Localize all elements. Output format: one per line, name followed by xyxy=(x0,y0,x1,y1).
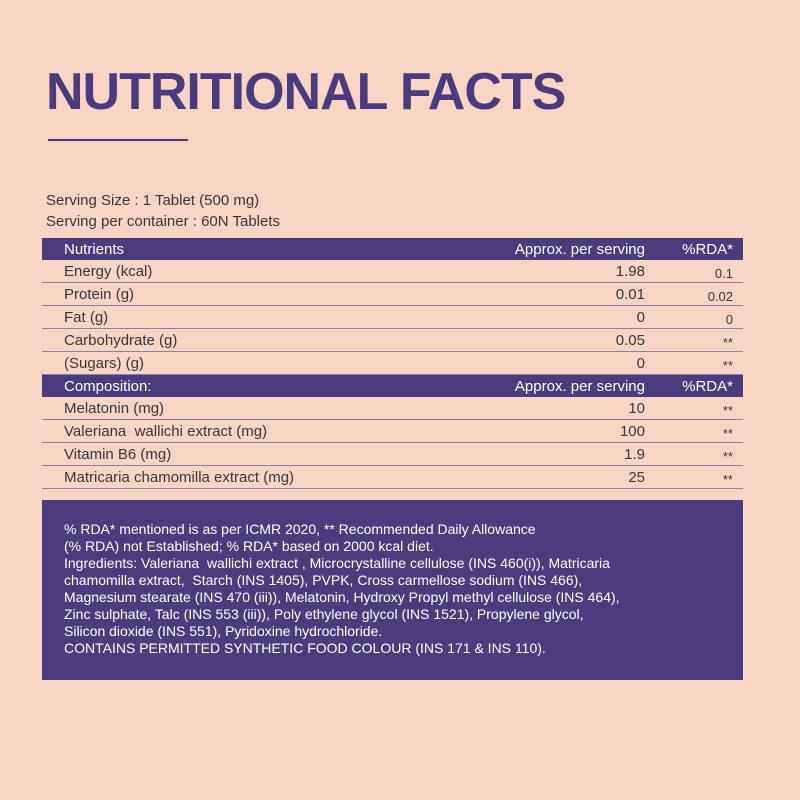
footer-line: CONTAINS PERMITTED SYNTHETIC FOOD COLOUR… xyxy=(64,640,546,656)
table-cell: 0.05 xyxy=(615,332,645,349)
header-cell: Approx. per serving xyxy=(514,378,645,395)
table-cell: ** xyxy=(722,358,733,373)
footer-line: % RDA* mentioned is as per ICMR 2020, **… xyxy=(64,521,536,537)
table-cell: Valeriana wallichi extract (mg) xyxy=(64,423,268,440)
section-header: Nutrients Approx. per serving %RDA* xyxy=(42,238,743,260)
footer-line: Zinc sulphate, Talc (INS 553 (iii)), Pol… xyxy=(64,606,584,622)
footer-line: Magnesium stearate (INS 470 (iii)), Mela… xyxy=(64,589,620,605)
table-cell: Fat (g) xyxy=(64,309,109,326)
footer-line: Silicon dioxide (INS 551), Pyridoxine hy… xyxy=(64,623,383,639)
table-cell: 1.98 xyxy=(615,263,645,280)
table-cell: ** xyxy=(722,426,733,441)
table-cell: ** xyxy=(722,335,733,350)
table-cell: ** xyxy=(722,472,733,487)
table-cell: Energy (kcal) xyxy=(64,263,153,280)
title: NUTRITIONAL FACTS xyxy=(46,63,566,121)
table-cell: ** xyxy=(722,449,733,464)
section-header: Composition: Approx. per serving %RDA* xyxy=(42,375,743,397)
table-row: Protein (g) 0.01 0.02 xyxy=(42,283,743,306)
title-underline xyxy=(48,139,188,141)
table-cell: 0.01 xyxy=(615,286,645,303)
table-cell: 0.1 xyxy=(714,266,733,281)
serving-line: Serving per container : 60N Tablets xyxy=(46,213,281,230)
table-row: Vitamin B6 (mg) 1.9 ** xyxy=(42,443,743,466)
table-cell: 10 xyxy=(628,400,645,417)
table-cell: 0 xyxy=(636,309,645,326)
header-cell: %RDA* xyxy=(682,241,733,258)
footer-line: Ingredients: Valeriana wallichi extract … xyxy=(64,555,610,571)
header-cell: Approx. per serving xyxy=(514,241,645,258)
serving-line: Serving Size : 1 Tablet (500 mg) xyxy=(46,192,260,209)
table-cell: Vitamin B6 (mg) xyxy=(64,446,172,463)
table-cell: ** xyxy=(722,403,733,418)
footer-notes: % RDA* mentioned is as per ICMR 2020, **… xyxy=(42,500,743,680)
header-cell: %RDA* xyxy=(682,378,733,395)
table-cell: 1.9 xyxy=(624,446,645,463)
table-cell: Matricaria chamomilla extract (mg) xyxy=(64,469,295,486)
header-cell: Nutrients xyxy=(64,241,125,258)
table-cell: Melatonin (mg) xyxy=(64,400,165,417)
table-cell: 25 xyxy=(628,469,645,486)
table-row: Fat (g) 0 0 xyxy=(42,306,743,329)
table-cell: (Sugars) (g) xyxy=(64,355,145,372)
table-cell: 0.02 xyxy=(707,289,733,304)
nutrition-table: Nutrients Approx. per serving %RDA* Energy … xyxy=(42,238,743,489)
table-cell: Protein (g) xyxy=(64,286,135,303)
table-cell: 0 xyxy=(636,355,645,372)
table-row: Melatonin (mg) 10 ** xyxy=(42,397,743,420)
footer-line: chamomilla extract, Starch (INS 1405), P… xyxy=(64,572,583,588)
footer-line: (% RDA) not Established; % RDA* based on… xyxy=(64,538,434,554)
table-row: Energy (kcal) 1.98 0.1 xyxy=(42,260,743,283)
table-row: Valeriana wallichi extract (mg) 100 ** xyxy=(42,420,743,443)
serving-info: Serving Size : 1 Tablet (500 mg) Serving … xyxy=(46,190,280,232)
table-cell: 0 xyxy=(725,312,733,327)
table-row: Matricaria chamomilla extract (mg) 25 ** xyxy=(42,466,743,489)
table-cell: Carbohydrate (g) xyxy=(64,332,178,349)
header-cell: Composition: xyxy=(64,378,152,395)
table-row: Carbohydrate (g) 0.05 ** xyxy=(42,329,743,352)
table-cell: 100 xyxy=(619,423,645,440)
table-row: (Sugars) (g) 0 ** xyxy=(42,352,743,375)
